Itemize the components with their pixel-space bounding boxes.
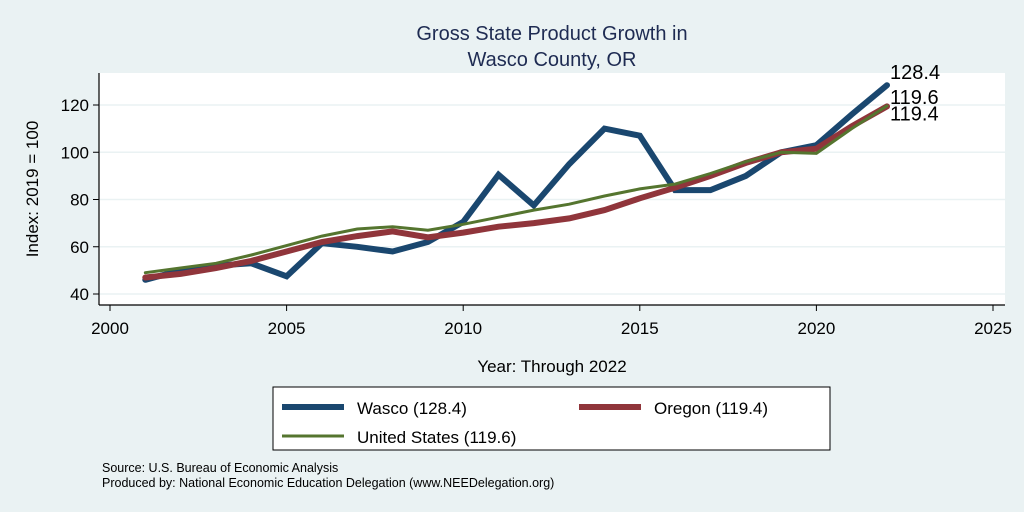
x-tick-label-2015: 2015	[621, 319, 659, 338]
legend: Wasco (128.4) Oregon (119.4) United Stat…	[272, 386, 831, 451]
chart-title-line-1: Gross State Product Growth in	[416, 23, 687, 45]
end-label-wasco: 128.4	[890, 62, 940, 84]
y-tick-label-40: 40	[70, 285, 89, 304]
producer-note: Produced by: National Economic Education…	[102, 476, 554, 490]
y-axis-title: Index: 2019 = 100	[23, 121, 42, 258]
x-tick-label-2010: 2010	[444, 319, 482, 338]
x-axis-title: Year: Through 2022	[477, 357, 626, 376]
y-tick-label-100: 100	[61, 143, 89, 162]
x-tick-label-2025: 2025	[974, 319, 1012, 338]
x-tick-label-2000: 2000	[91, 319, 129, 338]
legend-label-oregon: Oregon (119.4)	[654, 399, 768, 418]
series-line-united-states	[143, 104, 889, 275]
legend-label-wasco: Wasco (128.4)	[357, 399, 467, 418]
plot-area	[99, 73, 1005, 305]
series-line-wasco	[142, 82, 890, 283]
legend-box	[272, 386, 831, 451]
legend-label-united-states: United States (119.6)	[357, 428, 516, 447]
x-tick-label-2020: 2020	[797, 319, 835, 338]
y-tick-label-60: 60	[70, 238, 89, 257]
axes	[98, 73, 1005, 306]
x-ticks: 2000 2005 2010 2015 2020 2025	[91, 305, 1012, 338]
gridlines	[100, 104, 1005, 295]
end-label-united-states: 119.6	[890, 87, 939, 109]
y-tick-label-80: 80	[70, 191, 89, 210]
x-tick-label-2005: 2005	[268, 319, 306, 338]
y-tick-label-120: 120	[61, 96, 89, 115]
source-note: Source: U.S. Bureau of Economic Analysis	[102, 461, 338, 475]
y-ticks: 40 60 80 100 120	[61, 96, 99, 304]
series-lines	[142, 82, 890, 283]
chart-title-line-2: Wasco County, OR	[468, 49, 637, 71]
end-label-oregon: 119.4	[890, 103, 939, 125]
